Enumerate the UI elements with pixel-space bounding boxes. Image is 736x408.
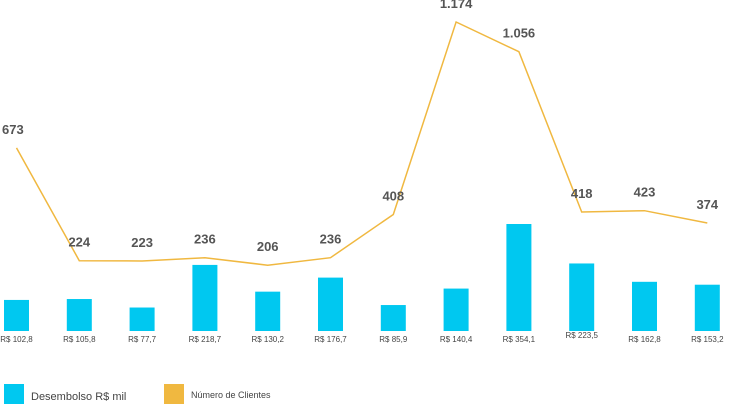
line-data-label: 206 (257, 239, 279, 254)
bar-data-label: R$ 130,2 (251, 335, 284, 344)
bar-desembolso (192, 264, 218, 331)
bar-desembolso (694, 284, 720, 331)
legend-label-clientes: Número de Clientes (191, 390, 271, 400)
line-clientes (15, 20, 708, 266)
line-data-label: 1.174 (440, 0, 473, 11)
bar-desembolso (318, 277, 343, 331)
bar-data-label: R$ 153,2 (691, 335, 724, 344)
bar-data-label: R$ 162,8 (628, 335, 661, 344)
bar-desembolso (632, 281, 657, 331)
legend-label-desembolso: Desembolso R$ mil (31, 391, 126, 403)
bar-data-label: R$ 77,7 (128, 335, 157, 344)
bar-desembolso (443, 288, 469, 331)
bar-desembolso (4, 299, 29, 331)
line-series (15, 20, 708, 266)
line-data-label: 423 (634, 185, 656, 200)
line-data-label: 374 (696, 197, 718, 212)
legend: Desembolso R$ mil Número de Clientes (4, 384, 271, 404)
bar-desembolso (380, 305, 406, 331)
bar-data-label: R$ 105,8 (63, 335, 96, 344)
line-data-label: 224 (68, 235, 90, 250)
bar-desembolso (129, 307, 155, 331)
bar-desembolso (506, 224, 532, 331)
bar-desembolso (255, 291, 281, 331)
line-data-label: 236 (194, 232, 216, 247)
bar-data-label: R$ 354,1 (503, 335, 536, 344)
line-data-label: 223 (131, 235, 153, 250)
legend-swatch-clientes (164, 384, 184, 404)
bar-data-label: R$ 85,9 (379, 335, 408, 344)
line-data-label: 418 (571, 186, 593, 201)
line-data-label: 236 (320, 232, 342, 247)
legend-swatch-desembolso (4, 384, 24, 404)
bar-data-label: R$ 223,5 (565, 331, 598, 340)
line-data-label: 408 (382, 188, 404, 203)
line-label-group: 673 224 223 236 206 236 408 1.174 1.056 418 423 374 (2, 0, 719, 254)
bar-data-label: R$ 218,7 (189, 335, 222, 344)
bar-series (4, 224, 720, 331)
bar-desembolso (66, 299, 92, 331)
bar-desembolso (569, 263, 595, 331)
line-data-label: 673 (2, 122, 24, 137)
bar-data-label: R$ 176,7 (314, 335, 347, 344)
line-data-label: 1.056 (503, 26, 536, 41)
bar-data-label: R$ 140,4 (440, 335, 473, 344)
bar-data-label: R$ 102,8 (0, 335, 33, 344)
bar-label-group: R$ 102,8 R$ 105,8 R$ 77,7 R$ 218,7 R$ 130,2 R… (0, 331, 724, 344)
